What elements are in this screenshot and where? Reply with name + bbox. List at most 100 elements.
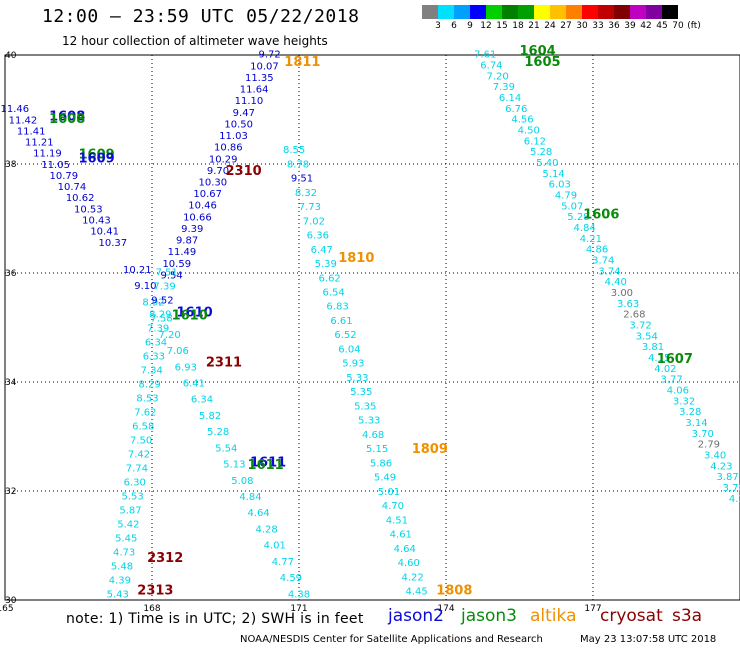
wave-height-label: 4.61 <box>390 530 412 541</box>
scale-unit-label: (ft) <box>687 21 701 31</box>
wave-height-label: 10.86 <box>214 143 243 154</box>
pass-time-label: 1607 <box>657 352 693 367</box>
wave-height-label: 4.39 <box>109 575 131 586</box>
wave-height-label: 3.14 <box>685 418 707 429</box>
lon-tick-label: 171 <box>290 604 307 614</box>
wave-height-label: 6.58 <box>132 422 154 433</box>
wave-height-label: 6.47 <box>311 245 333 256</box>
wave-height-label: 6.76 <box>505 104 527 115</box>
wave-height-label: 7.50 <box>130 435 152 446</box>
wave-height-label: 4.38 <box>288 589 310 600</box>
color-scale-labels: 3 6 9 12 15 18 21 24 27 30 33 36 39 42 45 70 (ft) <box>422 21 740 33</box>
wave-height-label: 3.63 <box>617 299 639 310</box>
scale-swatch <box>582 5 598 19</box>
wave-height-label: 7.51 <box>156 268 178 279</box>
wave-height-label: 10.07 <box>250 61 279 72</box>
scale-swatch <box>662 5 678 19</box>
pass-time-label: 1808 <box>436 584 472 599</box>
wave-height-label: 5.35 <box>354 401 376 412</box>
wave-height-label: 8.92 <box>142 297 164 308</box>
wave-height-label: 4.86 <box>586 245 608 256</box>
scale-tick-label: 18 <box>512 21 524 31</box>
wave-height-label: 10.21 <box>123 265 152 276</box>
wave-height-label: 6.61 <box>330 316 352 327</box>
wave-height-label: 7.34 <box>141 366 163 377</box>
wave-height-label: 5.93 <box>342 359 364 370</box>
wave-height-label: 7.73 <box>299 202 321 213</box>
pass-time-label: 1811 <box>284 55 320 70</box>
wave-height-label: 4.45 <box>405 587 427 598</box>
pass-time-label: 2310 <box>226 164 262 179</box>
lat-lon-grid <box>5 55 740 600</box>
wave-height-label: 3.72 <box>629 321 651 332</box>
wave-height-label: 6.34 <box>191 395 213 406</box>
wave-height-label: 3.54 <box>636 331 658 342</box>
scale-tick-label: 36 <box>608 21 620 31</box>
wave-height-label: 7.62 <box>134 408 156 419</box>
pass-time-label: 1810 <box>338 251 374 266</box>
wave-height-label: 9.72 <box>258 50 280 61</box>
wave-height-label: 4.59 <box>280 573 302 584</box>
wave-height-label: 3.70 <box>692 429 714 440</box>
scale-tick-label: 3 <box>435 21 441 31</box>
wave-height-label: 5.35 <box>350 387 372 398</box>
wave-height-label: 4.06 <box>667 386 689 397</box>
wave-height-label: 11.64 <box>240 85 269 96</box>
wave-height-label: 4.60 <box>398 558 420 569</box>
wave-height-label: 5.87 <box>119 505 141 516</box>
wave-height-label: 5.33 <box>346 373 368 384</box>
wave-height-label: 11.35 <box>245 73 274 84</box>
lat-tick-label: 30 <box>5 596 17 606</box>
pass-time-label: 1610 <box>172 308 208 323</box>
wave-height-label: 11.41 <box>17 126 46 137</box>
wave-height-label: 6.41 <box>183 378 205 389</box>
scale-tick-label: 70 <box>672 21 684 31</box>
wave-height-label: 4.22 <box>402 572 424 583</box>
wave-height-label: 6.14 <box>499 93 521 104</box>
scale-tick-label: 27 <box>560 21 572 31</box>
wave-height-label: 5.39 <box>315 259 337 270</box>
wave-height-label: 8.53 <box>136 394 158 405</box>
wave-height-label: 9.54 <box>160 270 182 281</box>
wave-height-label: 8.29 <box>149 310 171 321</box>
wave-height-label: 10.41 <box>90 227 119 238</box>
scale-swatch <box>454 5 470 19</box>
pass-time-label: 1606 <box>583 208 619 223</box>
pass-time-label: 1609 <box>79 151 115 166</box>
axis-ticks: 165 168 171 174 177 40 38 36 34 32 30 <box>0 51 602 614</box>
pass-time-label: 1604 <box>520 44 556 59</box>
wave-height-label: 4.40 <box>605 277 627 288</box>
wave-height-label: 11.46 <box>0 104 29 115</box>
wave-height-label: 10.50 <box>224 119 253 130</box>
wave-height-label: 5.49 <box>374 473 396 484</box>
wave-height-label: 11.10 <box>235 96 264 107</box>
wave-height-label: 6.83 <box>326 302 348 313</box>
wave-height-label: 7.39 <box>153 282 175 293</box>
wave-height-label: 7.61 <box>474 50 496 61</box>
wave-height-label: 5.28 <box>530 147 552 158</box>
map-frame <box>4 54 740 601</box>
wave-height-label: 4.21 <box>580 234 602 245</box>
scale-tick-label: 24 <box>544 21 556 31</box>
wave-height-label: 5.45 <box>115 533 137 544</box>
lat-tick-label: 34 <box>5 378 17 388</box>
wave-height-label: 4.01 <box>264 541 286 552</box>
wave-height-label: 6.30 <box>124 477 146 488</box>
scale-tick-label: 39 <box>624 21 636 31</box>
lat-tick-label: 32 <box>5 487 16 497</box>
wave-height-label: 11.21 <box>25 138 54 149</box>
wave-height-label: 6.03 <box>549 180 571 191</box>
wave-height-label: 3.81 <box>642 342 664 353</box>
wave-height-label: 10.79 <box>49 171 78 182</box>
wave-height-label: 6.54 <box>322 288 344 299</box>
wave-height-label: 3.78 <box>723 483 740 494</box>
wave-height-label: 4.02 <box>654 364 676 375</box>
wave-height-label: 3.74 <box>592 256 614 267</box>
scale-swatch <box>550 5 566 19</box>
wave-height-label: 6.04 <box>338 344 360 355</box>
wave-height-label: 4.64 <box>394 544 416 555</box>
wave-height-label: 10.37 <box>98 238 127 249</box>
scale-tick-label: 12 <box>480 21 492 31</box>
wave-height-label: 9.87 <box>176 236 198 247</box>
